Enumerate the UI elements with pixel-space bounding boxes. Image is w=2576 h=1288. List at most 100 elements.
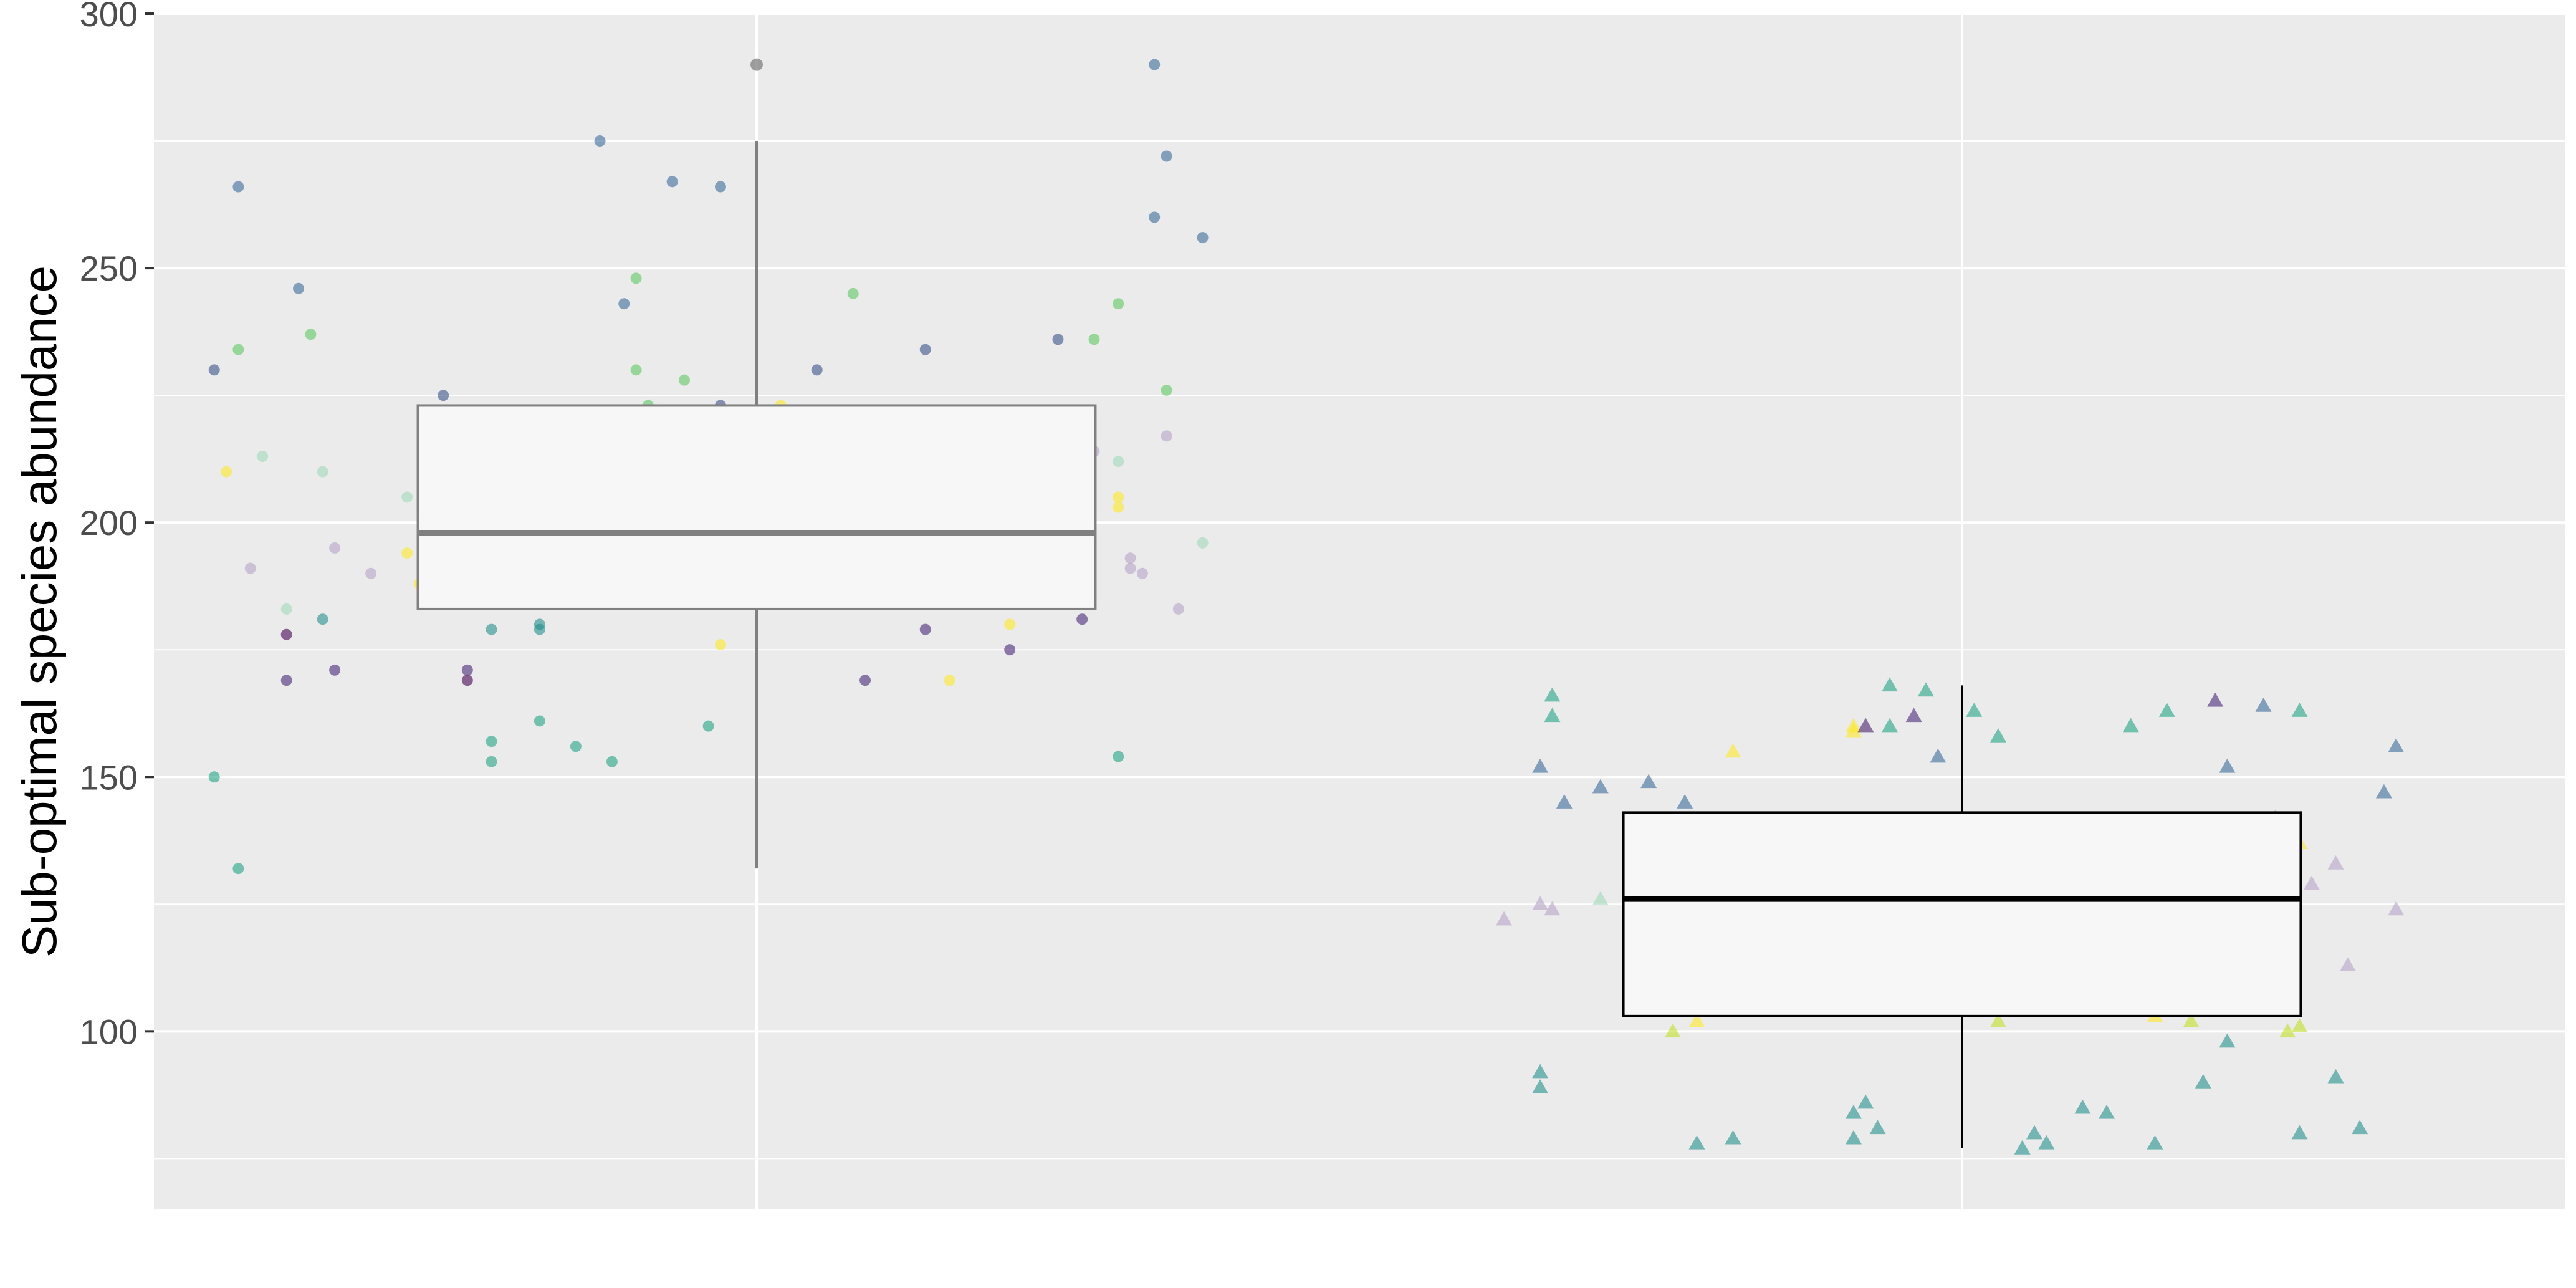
data-point	[2327, 1069, 2344, 1084]
data-point	[847, 287, 859, 299]
data-point	[1592, 891, 1609, 905]
group-1-boxplot	[416, 58, 1097, 869]
data-point	[280, 628, 292, 640]
data-point	[2339, 957, 2356, 971]
data-point	[944, 675, 955, 686]
data-point	[1544, 687, 1561, 702]
y-axis: 100 150 200 250 300	[80, 0, 154, 1051]
data-point	[1088, 334, 1100, 345]
data-point	[1966, 703, 1983, 717]
data-point	[2291, 703, 2308, 717]
data-point	[1677, 794, 1693, 809]
outlier-point	[750, 58, 763, 71]
data-point	[1556, 794, 1573, 809]
data-point	[401, 547, 413, 559]
data-point	[2183, 1013, 2200, 1027]
data-point	[666, 176, 678, 188]
data-point	[2388, 738, 2405, 753]
data-point	[2388, 901, 2405, 916]
y-tick-label: 200	[80, 503, 138, 542]
data-point	[1688, 1013, 1705, 1027]
data-point	[1905, 708, 1922, 723]
data-point	[1197, 537, 1209, 549]
data-point	[1640, 774, 1657, 789]
data-point	[618, 298, 630, 310]
data-point	[1113, 751, 1124, 762]
data-point	[2291, 1125, 2308, 1140]
data-point	[1881, 718, 1898, 733]
data-point	[919, 623, 931, 635]
data-point	[1857, 718, 1874, 733]
data-point	[570, 741, 582, 752]
data-point	[1004, 644, 1016, 656]
data-point	[461, 664, 473, 676]
data-point	[2327, 855, 2344, 870]
plot-panel	[154, 14, 2565, 1209]
data-point	[2207, 692, 2224, 707]
data-point	[1930, 748, 1946, 763]
data-point	[2014, 1140, 2031, 1155]
data-point	[1496, 911, 1513, 926]
y-tick-label: 250	[80, 249, 138, 288]
data-point	[811, 364, 823, 376]
data-point	[1161, 430, 1172, 442]
data-point	[1113, 491, 1124, 503]
data-point	[1688, 1135, 1705, 1150]
data-point	[1113, 456, 1124, 468]
y-axis-title: Sub-optimal species abundance	[12, 266, 67, 958]
data-point	[2038, 1135, 2055, 1150]
data-point	[2074, 1099, 2091, 1114]
data-point	[2026, 1125, 2043, 1140]
data-point	[1161, 384, 1172, 396]
data-point	[2099, 1104, 2115, 1119]
data-point	[1845, 1104, 1862, 1119]
data-point	[2375, 784, 2392, 799]
data-point	[1124, 562, 1136, 574]
data-point	[329, 664, 341, 676]
data-point	[1172, 603, 1184, 615]
data-point	[1113, 298, 1124, 310]
data-point	[257, 451, 269, 463]
data-point	[859, 675, 871, 686]
data-point	[221, 466, 232, 478]
data-point	[2158, 703, 2175, 717]
data-point	[1990, 728, 2007, 743]
data-point	[630, 364, 642, 376]
data-point	[486, 756, 497, 767]
data-point	[1664, 1023, 1681, 1038]
data-point	[1149, 59, 1161, 70]
data-point	[317, 466, 328, 478]
data-point	[208, 364, 220, 376]
data-point	[1197, 232, 1209, 244]
data-point	[365, 567, 377, 579]
data-point	[919, 344, 931, 355]
data-point	[714, 181, 726, 193]
data-point	[2147, 1135, 2163, 1150]
data-point	[2255, 697, 2272, 712]
data-point	[1845, 723, 1862, 738]
data-point	[244, 562, 256, 574]
data-point	[714, 639, 726, 651]
data-point	[1881, 677, 1898, 692]
data-point	[1161, 150, 1172, 162]
data-point	[293, 282, 305, 294]
data-point	[438, 390, 449, 401]
data-point	[2195, 1074, 2211, 1089]
data-point	[678, 374, 690, 386]
box	[416, 404, 1097, 610]
box	[1622, 811, 2302, 1017]
boxplots	[416, 58, 2302, 1149]
data-point	[232, 181, 244, 193]
data-point	[2219, 1033, 2236, 1048]
data-point	[2303, 875, 2320, 890]
data-point	[305, 329, 317, 340]
data-point	[2291, 1018, 2308, 1032]
data-point	[280, 603, 292, 615]
y-tick-label: 150	[80, 757, 138, 797]
data-point	[606, 756, 618, 767]
data-point	[2352, 1120, 2368, 1135]
data-point	[1725, 743, 1741, 758]
data-point	[1917, 682, 1934, 697]
data-point	[1076, 613, 1088, 625]
